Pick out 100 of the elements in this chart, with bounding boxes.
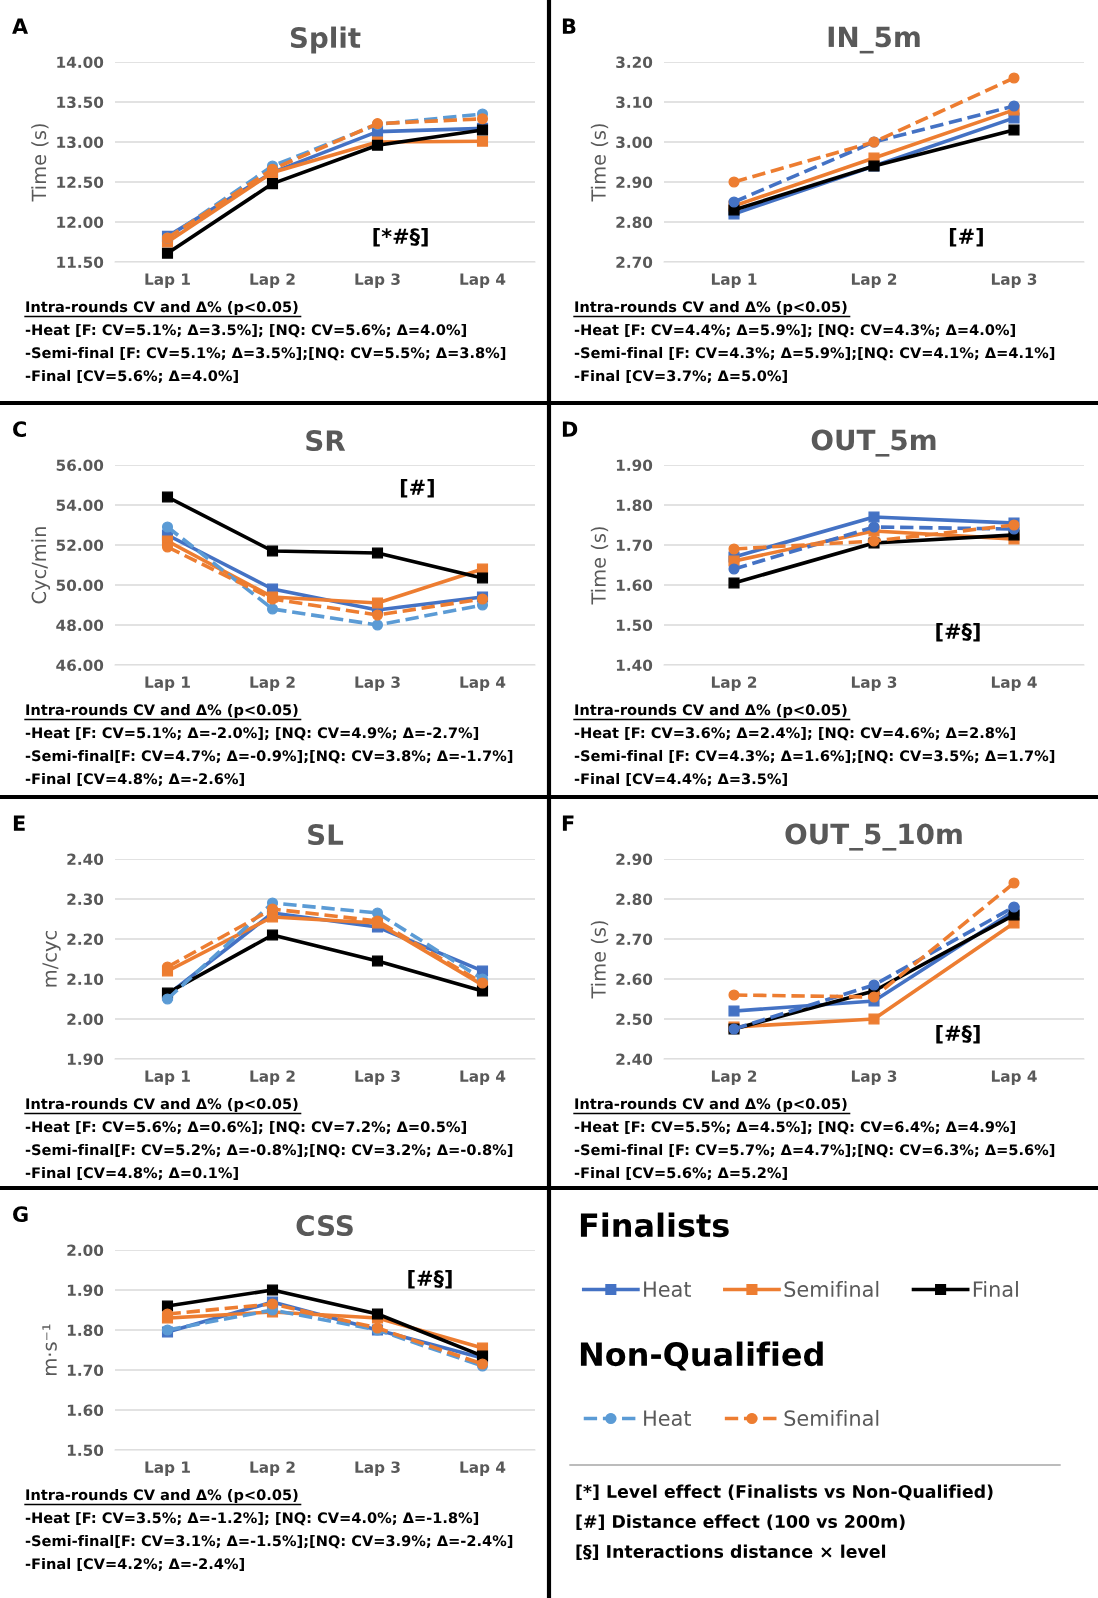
text: -Final [CV=5.6%; Δ=5.2%] [574,1166,787,1181]
text: -Semi-final[F: CV=4.7%; Δ=-0.9%];[NQ: CV=3.8%; Δ=-1.7%] [25,749,513,764]
x-tick-label: Lap 2 [250,676,295,691]
y-tick-label: 2.30 [67,893,104,906]
y-tick-label: 54.00 [56,499,104,512]
y-tick-label: 46.00 [56,659,104,672]
x-tick-label: Lap 4 [991,676,1037,691]
text: -Final [CV=4.8%; Δ=0.1%] [25,1166,238,1181]
y-tick-label: 1.50 [67,1444,104,1457]
y-tick-label: 3.20 [616,56,653,69]
text: -Heat [F: CV=5.1%; Δ=3.5%]; [NQ: CV=5.6%; Δ=4.0%] [25,323,466,338]
legend-label: Semifinal [784,1409,879,1427]
text: -Heat [F: CV=5.1%; Δ=-2.0%]; [NQ: CV=4.9%; Δ=-2.7%] [25,726,479,741]
x-tick-label: Lap 2 [250,1461,295,1476]
legend-label: Heat [644,1281,691,1298]
y-tick-label: 3.10 [616,96,653,109]
x-tick-label: Lap 3 [851,1070,897,1085]
chart-title: SR [306,430,346,452]
annotation: [#] [949,227,983,247]
y-tick-label: 2.70 [616,933,653,946]
text: -Semi-final [F: CV=4.3%; Δ=5.9%];[NQ: CV=4.1%; Δ=4.1%] [574,346,1055,361]
x-tick-label: Lap 3 [355,273,400,288]
text: Intra-rounds CV and Δ% (p<0.05) [26,1097,298,1113]
text: C [13,421,26,438]
legend-label: Semifinal [784,1280,879,1298]
annotation: [#§] [408,1269,452,1289]
text: Non-Qualified [580,1341,823,1371]
x-tick-label: Lap 1 [145,1461,190,1476]
text: Intra-rounds CV and Δ% (p<0.05) [26,1488,298,1504]
x-tick-label: Lap 1 [145,676,190,691]
text: -Semi-final[F: CV=5.2%; Δ=-0.8%];[NQ: CV=3.2%; Δ=-0.8%] [25,1143,513,1158]
text: Intra-rounds CV and Δ% (p<0.05) [26,300,298,316]
x-tick-label: Lap 3 [355,1461,400,1476]
chart-title: SL [308,824,344,846]
text: A [12,18,29,34]
text: -Semi-final [F: CV=4.3%; Δ=1.6%];[NQ: CV=3.5%; Δ=1.7%] [574,749,1055,764]
text: -Final [CV=4.8%; Δ=-2.6%] [25,772,244,787]
text: G [13,1206,28,1223]
y-tick-label: 1.60 [67,1404,104,1417]
y-tick-label: 1.90 [67,1284,104,1297]
y-tick-label: 2.70 [616,256,653,269]
y-axis-title: Cyc/min [31,527,51,604]
x-tick-label: Lap 4 [460,676,506,691]
text: Intra-rounds CV and Δ% (p<0.05) [575,1097,847,1113]
y-tick-label: 1.80 [67,1324,104,1337]
y-axis-title: Time (s) [590,921,609,999]
legend-label: Heat [644,1410,691,1427]
y-tick-label: 2.90 [616,853,653,866]
annotation: [#§] [936,1024,980,1044]
chart-title: Split [290,26,361,54]
text: E [13,815,25,831]
x-tick-label: Lap 1 [145,273,190,288]
text: -Heat [F: CV=5.6%; Δ=0.6%]; [NQ: CV=7.2%; Δ=0.5%] [25,1120,466,1135]
text: -Final [CV=3.7%; Δ=5.0%] [574,369,787,384]
annotation: [#§] [936,622,980,642]
chart-title: OUT_5_10m [785,823,962,851]
text: [#] Distance effect (100 vs 200m) [576,1514,905,1531]
text: [§] Interactions distance × level [576,1544,886,1561]
y-tick-label: 1.40 [616,659,653,672]
x-tick-label: Lap 3 [991,273,1037,288]
y-tick-label: 1.70 [67,1364,104,1377]
text: Intra-rounds CV and Δ% (p<0.05) [26,703,298,719]
x-tick-label: Lap 3 [851,676,897,691]
y-tick-label: 2.10 [67,973,104,986]
y-tick-label: 1.80 [616,499,653,512]
y-tick-label: 2.40 [616,1053,653,1066]
text: -Semi-final [F: CV=5.7%; Δ=4.7%];[NQ: CV=6.3%; Δ=5.6%] [574,1143,1055,1158]
text: -Final [CV=5.6%; Δ=4.0%] [25,369,238,384]
chart-title: IN_5m [828,26,920,54]
annotation: [#] [400,478,434,498]
y-tick-label: 13.50 [57,96,104,109]
y-tick-label: 52.00 [56,539,104,552]
x-tick-label: Lap 2 [711,676,757,691]
y-tick-label: 1.60 [616,579,653,592]
chart-title: OUT_5m [811,429,936,457]
y-tick-label: 48.00 [56,619,104,632]
x-tick-label: Lap 4 [460,1070,506,1085]
y-tick-label: 12.00 [57,216,104,229]
chart-title: CSS [296,1215,353,1237]
y-tick-label: 2.80 [616,893,653,906]
y-tick-label: 1.70 [616,539,653,552]
y-tick-label: 13.00 [57,136,104,149]
y-tick-label: 3.00 [616,136,653,149]
annotation: [*#§] [373,227,428,247]
text: -Final [CV=4.2%; Δ=-2.4%] [25,1557,244,1572]
x-tick-label: Lap 1 [711,273,757,288]
text: -Heat [F: CV=3.6%; Δ=2.4%]; [NQ: CV=4.6%; Δ=2.8%] [574,726,1015,741]
y-tick-label: 2.40 [67,853,104,866]
text: -Semi-final[F: CV=3.1%; Δ=-1.5%];[NQ: CV=3.9%; Δ=-2.4%] [25,1534,513,1549]
y-tick-label: 2.00 [67,1244,104,1257]
x-tick-label: Lap 3 [355,1070,400,1085]
text: -Final [CV=4.4%; Δ=3.5%] [574,772,787,787]
legend-label: Final [973,1280,1018,1298]
text: -Semi-final [F: CV=5.1%; Δ=3.5%];[NQ: CV=5.5%; Δ=3.8%] [25,346,506,361]
y-axis-title: Time (s) [590,527,609,605]
text: Intra-rounds CV and Δ% (p<0.05) [575,703,847,719]
x-tick-label: Lap 2 [250,1070,295,1085]
x-tick-label: Lap 4 [991,1070,1037,1085]
text: -Heat [F: CV=3.5%; Δ=-1.2%]; [NQ: CV=4.0%; Δ=-1.8%] [25,1511,479,1526]
x-tick-label: Lap 4 [460,273,506,288]
